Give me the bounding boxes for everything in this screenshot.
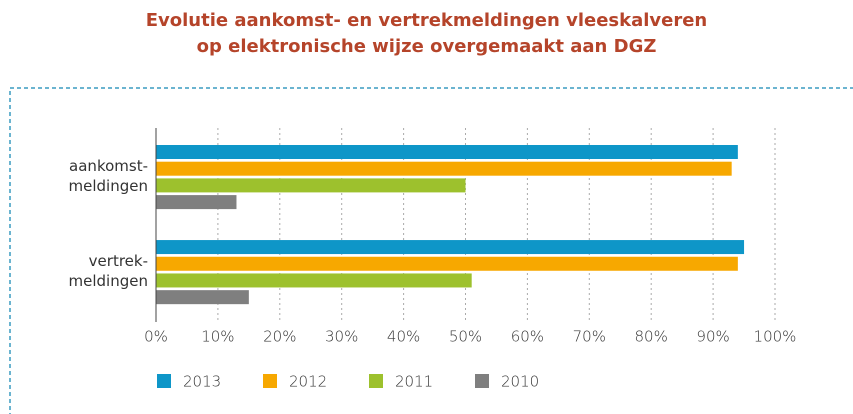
- x-tick-label: 0%: [144, 328, 168, 346]
- x-tick-label: 40%: [387, 328, 420, 346]
- bar: [156, 195, 237, 210]
- x-tick-label: 90%: [696, 328, 729, 346]
- x-tick-label: 10%: [201, 328, 234, 346]
- legend-swatch: [475, 374, 489, 388]
- bar: [156, 256, 738, 271]
- x-tick-label: 60%: [511, 328, 544, 346]
- legend-label: 2013: [183, 373, 221, 391]
- y-tick-label: aankomst- meldingen: [68, 157, 148, 196]
- chart-title: Evolutie aankomst- en vertrekmeldingen v…: [145, 10, 708, 57]
- legend-swatch: [369, 374, 383, 388]
- bar: [156, 178, 466, 193]
- bar: [156, 145, 738, 159]
- legend-label: 2012: [289, 373, 327, 391]
- bar: [156, 240, 745, 255]
- x-tick-label: 80%: [635, 328, 668, 346]
- legend-label: 2011: [395, 373, 433, 391]
- x-tick-label: 50%: [449, 328, 482, 346]
- legend-label: 2010: [501, 373, 539, 391]
- x-tick-label: 100%: [754, 328, 797, 346]
- legend-swatch: [263, 374, 277, 388]
- bar: [156, 161, 732, 176]
- y-tick-label: vertrek- meldingen: [68, 252, 148, 291]
- x-tick-label: 70%: [573, 328, 606, 346]
- x-tick-label: 30%: [325, 328, 358, 346]
- bar: [156, 290, 249, 305]
- bar: [156, 273, 472, 288]
- legend-swatch: [157, 374, 171, 388]
- x-tick-label: 20%: [263, 328, 296, 346]
